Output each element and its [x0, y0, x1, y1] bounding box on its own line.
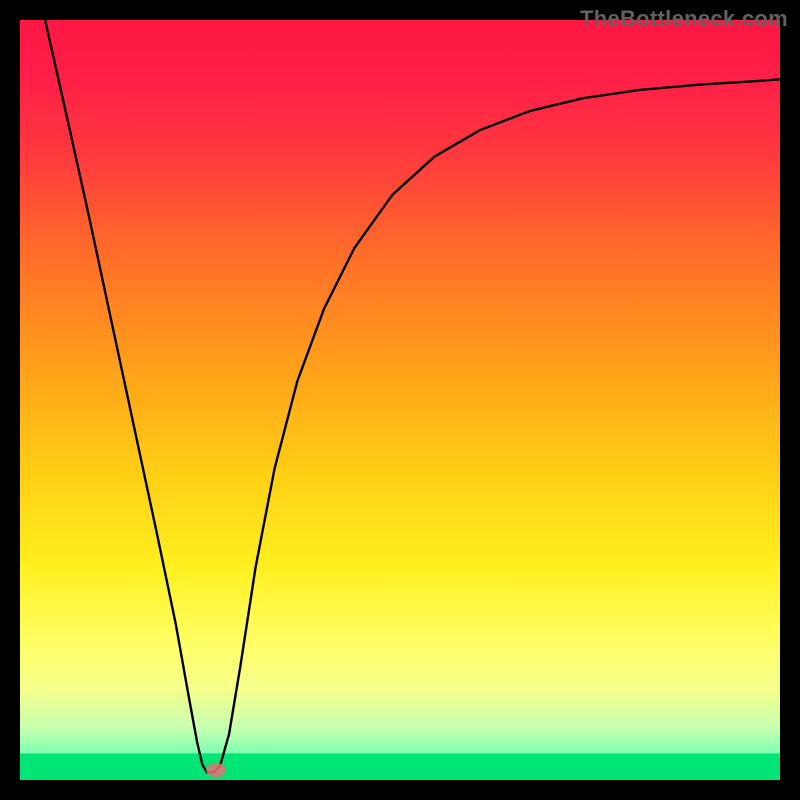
chart-svg	[0, 0, 800, 800]
chart-container: TheBottleneck.com	[0, 0, 800, 800]
plot-background	[20, 20, 780, 780]
watermark-text: TheBottleneck.com	[580, 6, 788, 32]
green-band	[20, 753, 780, 780]
optimum-marker	[206, 763, 226, 777]
